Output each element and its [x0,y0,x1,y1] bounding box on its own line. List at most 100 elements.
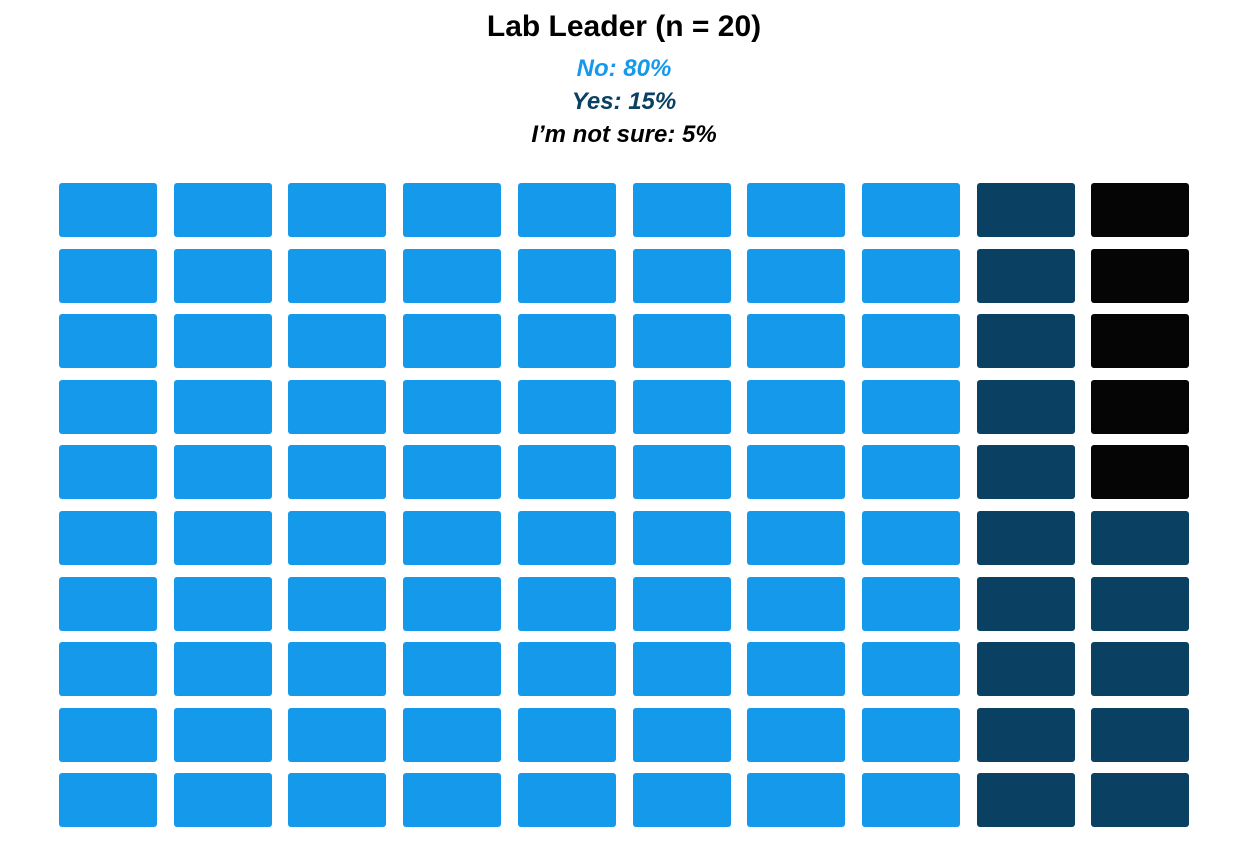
waffle-cell-no [173,707,272,762]
waffle-cell-yes [1091,576,1190,631]
waffle-cell-yes [976,248,1075,303]
waffle-cell-no [747,511,846,565]
waffle-cell-no [288,773,387,828]
waffle-cell-yes [1091,773,1190,828]
waffle-cell-no [747,248,846,303]
waffle-cell-no [517,707,616,762]
waffle-cell-no [861,445,960,500]
waffle-cell-i-m-not-sure [1091,183,1190,237]
legend-entry-yes: Yes: 15% [571,88,677,115]
waffle-grid [59,183,1190,829]
waffle-cell-no [173,773,272,828]
waffle-cell-no [747,642,846,697]
chart-title: Lab Leader (n = 20) [486,10,762,43]
waffle-cell-no [59,379,157,434]
waffle-cell-no [288,379,387,434]
waffle-cell-no [59,445,157,500]
waffle-cell-no [747,576,846,631]
waffle-cell-no [632,248,731,303]
waffle-cell-no [173,576,272,631]
waffle-cell-no [288,576,387,631]
waffle-cell-no [517,576,616,631]
waffle-cell-no [288,642,387,697]
legend-entry-no: No: 80% [576,55,672,82]
legend: No: 80% Yes: 15% I’m not sure: 5% [0,52,1248,151]
waffle-cell-no [517,183,616,237]
waffle-cell-no [173,379,272,434]
waffle-cell-no [632,576,731,631]
waffle-cell-no [288,511,387,565]
waffle-cell-no [403,445,502,500]
waffle-cell-no [861,576,960,631]
waffle-cell-no [517,248,616,303]
waffle-cell-no [403,576,502,631]
waffle-cell-i-m-not-sure [1091,445,1190,500]
waffle-cell-no [747,183,846,237]
waffle-cell-no [632,642,731,697]
waffle-cell-no [59,248,157,303]
waffle-cell-yes [976,576,1075,631]
waffle-cell-yes [1091,642,1190,697]
waffle-cell-no [632,707,731,762]
waffle-cell-no [632,183,731,237]
waffle-cell-i-m-not-sure [1091,314,1190,369]
waffle-cell-no [747,379,846,434]
waffle-cell-no [288,248,387,303]
waffle-cell-no [403,248,502,303]
waffle-cell-i-m-not-sure [1091,248,1190,303]
waffle-cell-no [861,642,960,697]
waffle-cell-yes [976,379,1075,434]
waffle-cell-no [403,379,502,434]
waffle-cell-no [288,707,387,762]
waffle-cell-no [173,314,272,369]
waffle-cell-no [59,314,157,369]
waffle-cell-no [517,511,616,565]
waffle-cell-yes [1091,707,1190,762]
waffle-cell-no [632,773,731,828]
waffle-cell-no [861,248,960,303]
waffle-cell-no [173,248,272,303]
waffle-cell-no [517,642,616,697]
waffle-cell-no [632,314,731,369]
waffle-cell-no [403,642,502,697]
waffle-cell-no [59,707,157,762]
waffle-cell-no [861,707,960,762]
waffle-cell-no [747,314,846,369]
waffle-cell-no [403,183,502,237]
waffle-cell-no [173,445,272,500]
legend-entry-not-sure: I’m not sure: 5% [531,121,717,148]
waffle-cell-no [403,314,502,369]
waffle-cell-no [288,183,387,237]
waffle-cell-no [747,773,846,828]
waffle-cell-yes [976,183,1075,237]
waffle-cell-no [517,379,616,434]
waffle-cell-no [59,511,157,565]
waffle-cell-no [632,511,731,565]
waffle-cell-i-m-not-sure [1091,379,1190,434]
waffle-cell-no [861,183,960,237]
waffle-cell-no [747,707,846,762]
waffle-cell-no [173,642,272,697]
waffle-cell-no [517,445,616,500]
waffle-cell-no [632,445,731,500]
waffle-cell-yes [976,642,1075,697]
waffle-cell-no [403,773,502,828]
waffle-cell-no [59,773,157,828]
waffle-cell-no [59,576,157,631]
waffle-cell-no [632,379,731,434]
waffle-cell-no [59,642,157,697]
waffle-cell-no [517,314,616,369]
waffle-cell-no [861,773,960,828]
waffle-cell-no [173,183,272,237]
waffle-cell-yes [976,511,1075,565]
waffle-cell-no [173,511,272,565]
waffle-cell-yes [976,445,1075,500]
waffle-cell-no [403,707,502,762]
waffle-cell-yes [976,773,1075,828]
waffle-cell-no [747,445,846,500]
waffle-cell-no [517,773,616,828]
waffle-cell-no [861,379,960,434]
waffle-cell-no [861,314,960,369]
waffle-cell-no [59,183,157,237]
waffle-cell-no [288,314,387,369]
